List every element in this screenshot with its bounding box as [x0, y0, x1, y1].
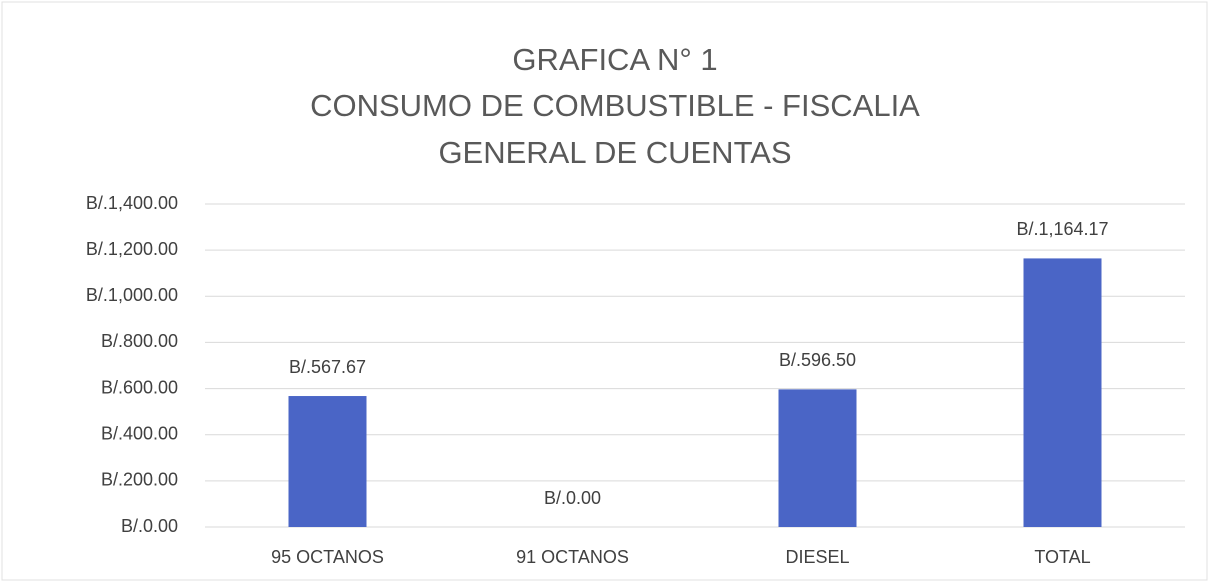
bar — [288, 396, 367, 527]
bar — [1023, 258, 1102, 527]
y-tick-label: B/.1,200.00 — [86, 239, 178, 259]
x-tick-label: 91 OCTANOS — [516, 547, 629, 567]
chart-title: GRAFICA N° 1 — [512, 42, 717, 77]
chart-title: CONSUMO DE COMBUSTIBLE - FISCALIA — [310, 88, 920, 123]
y-tick-label: B/.1,400.00 — [86, 193, 178, 213]
bar — [778, 389, 857, 527]
y-tick-label: B/.600.00 — [101, 377, 178, 397]
data-label: B/.567.67 — [289, 357, 366, 377]
y-tick-label: B/.400.00 — [101, 423, 178, 443]
y-tick-label: B/.0.00 — [121, 516, 178, 536]
chart-title: GENERAL DE CUENTAS — [438, 135, 791, 170]
y-tick-label: B/.200.00 — [101, 470, 178, 490]
y-tick-label: B/.1,000.00 — [86, 285, 178, 305]
data-label: B/.0.00 — [544, 488, 601, 508]
y-tick-label: B/.800.00 — [101, 331, 178, 351]
x-tick-label: 95 OCTANOS — [271, 547, 384, 567]
x-tick-label: TOTAL — [1034, 547, 1090, 567]
x-tick-label: DIESEL — [785, 547, 849, 567]
data-label: B/.596.50 — [779, 350, 856, 370]
data-label: B/.1,164.17 — [1016, 219, 1108, 239]
